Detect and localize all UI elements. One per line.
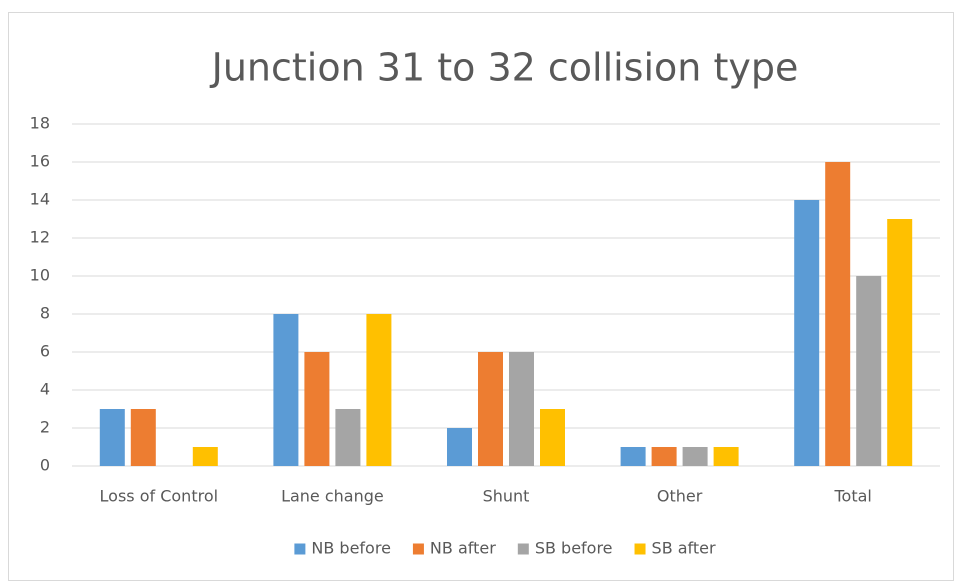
legend-swatch <box>412 543 424 555</box>
bar <box>620 447 646 466</box>
y-tick-label: 14 <box>30 190 50 209</box>
bar <box>192 447 218 466</box>
x-tick-label: Lane change <box>281 487 384 506</box>
bar <box>304 352 330 466</box>
x-tick-label: Loss of Control <box>100 487 219 506</box>
bar <box>856 276 882 466</box>
bar <box>825 162 851 466</box>
y-tick-label: 0 <box>40 456 50 475</box>
bar <box>130 409 156 466</box>
bar <box>478 352 503 466</box>
bar <box>273 314 299 466</box>
bar <box>651 447 677 466</box>
legend-swatch <box>634 543 646 555</box>
y-tick-label: 10 <box>30 266 50 285</box>
legend-swatch <box>294 543 306 555</box>
legend-label: NB after <box>430 539 496 558</box>
chart-title: Junction 31 to 32 collision type <box>210 46 799 90</box>
bar <box>540 409 565 466</box>
bar <box>366 314 392 466</box>
bar <box>99 409 125 466</box>
bar <box>713 447 739 466</box>
legend-swatch <box>517 543 529 555</box>
legend-label: SB after <box>652 539 716 558</box>
bar <box>447 428 472 466</box>
bar <box>509 352 534 466</box>
y-tick-label: 6 <box>40 342 50 361</box>
bar <box>794 200 820 466</box>
y-tick-label: 12 <box>30 228 50 247</box>
bar <box>887 219 913 466</box>
x-tick-label: Total <box>834 487 872 506</box>
y-tick-label: 8 <box>40 304 50 323</box>
y-tick-label: 4 <box>40 380 50 399</box>
y-tick-label: 2 <box>40 418 50 437</box>
y-tick-label: 18 <box>30 114 50 133</box>
x-tick-label: Other <box>657 487 703 506</box>
legend-label: SB before <box>535 539 613 558</box>
bar <box>682 447 708 466</box>
legend-label: NB before <box>311 539 391 558</box>
bar <box>335 409 361 466</box>
x-tick-label: Shunt <box>483 487 530 506</box>
y-tick-label: 16 <box>30 152 50 171</box>
